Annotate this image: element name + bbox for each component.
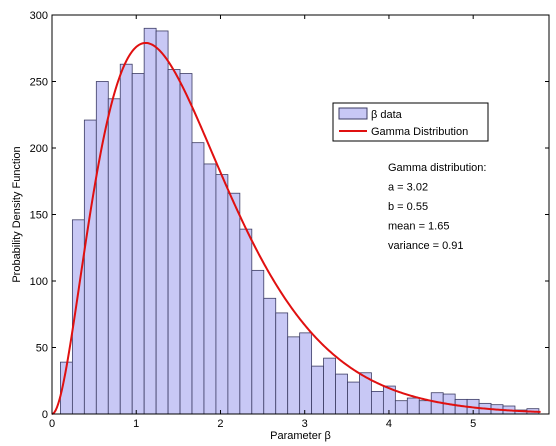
stat-scale-b: b = 0.55 [388, 201, 428, 213]
stat-shape-a: a = 3.02 [388, 182, 428, 194]
y-tick-label: 50 [36, 343, 48, 355]
y-tick-label: 150 [30, 210, 48, 222]
histogram-bar [406, 397, 420, 415]
legend: β data Gamma Distribution [332, 102, 489, 142]
histogram-bar [191, 142, 205, 415]
y-axis-label: Probability Density Function [11, 146, 23, 282]
histogram-bar [299, 332, 313, 415]
histogram-bar [323, 357, 336, 415]
y-tick-label: 100 [30, 276, 48, 288]
x-tick-label: 2 [217, 418, 223, 430]
y-tick-label: 250 [30, 77, 48, 89]
histogram-bar [95, 81, 109, 415]
histogram-bar [251, 269, 265, 415]
histogram-bar [394, 400, 408, 415]
x-axis-label: Parameter β [270, 430, 331, 442]
histogram-bar [239, 228, 253, 415]
histogram-bar [335, 373, 348, 415]
histogram-bar [287, 336, 301, 415]
histogram-bar [215, 174, 229, 415]
stat-mean: mean = 1.65 [388, 221, 449, 233]
y-tick-label: 300 [30, 10, 48, 22]
y-tick-label: 0 [42, 409, 48, 421]
stat-variance: variance = 0.91 [388, 240, 464, 252]
gamma-fit-curve [51, 41, 541, 415]
legend-entry-gamma: Gamma Distribution [371, 126, 468, 138]
x-tick-label: 3 [302, 418, 308, 430]
stats-heading: Gamma distribution: [388, 162, 486, 174]
histogram-bar [131, 73, 145, 415]
histogram-bar [203, 163, 217, 415]
histogram-bar [143, 27, 157, 415]
histogram-bar [83, 119, 97, 415]
histogram-bar [311, 365, 324, 415]
histogram-bar [371, 390, 384, 415]
x-tick-label: 5 [470, 418, 476, 430]
y-tick-label: 200 [30, 143, 48, 155]
histogram-bar [347, 381, 360, 415]
histogram-bar [155, 30, 169, 415]
histogram-bar [263, 297, 277, 415]
histogram-bar [418, 400, 432, 415]
legend-swatch-histogram [338, 107, 368, 120]
histogram-bar [107, 98, 121, 415]
histogram-bar [167, 69, 181, 415]
histogram-bar [179, 73, 193, 415]
stats-annotation: Gamma distribution: a = 3.02 b = 0.55 me… [388, 162, 486, 252]
legend-entry-histogram: β data [371, 109, 403, 121]
histogram-bar [275, 312, 289, 415]
histogram-bars [60, 27, 540, 415]
histogram-bar [227, 192, 241, 415]
x-tick-label: 0 [49, 418, 55, 430]
histogram-bar [119, 63, 133, 415]
x-tick-label: 4 [386, 418, 392, 430]
x-tick-label: 1 [133, 418, 139, 430]
